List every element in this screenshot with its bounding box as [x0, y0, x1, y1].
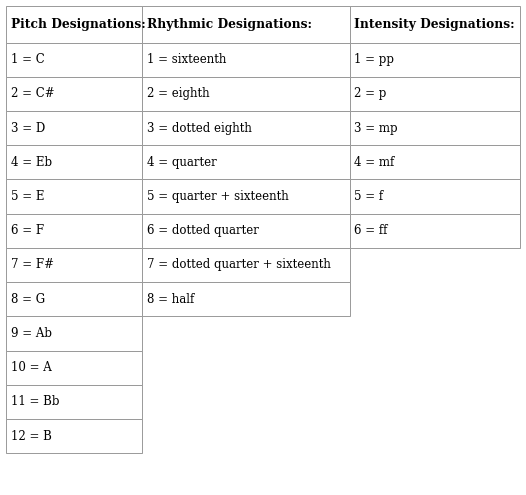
Bar [350, 43, 520, 77]
Bar [6, 180, 143, 214]
Bar [350, 145, 520, 180]
Text: 5 = quarter + sixteenth: 5 = quarter + sixteenth [147, 190, 288, 203]
Text: 2 = eighth: 2 = eighth [147, 88, 209, 100]
Text: 7 = dotted quarter + sixteenth: 7 = dotted quarter + sixteenth [147, 258, 330, 271]
Bar [6, 77, 143, 111]
Text: 5 = E: 5 = E [11, 190, 44, 203]
Bar [6, 282, 143, 316]
Text: 2 = C#: 2 = C# [11, 88, 54, 100]
Bar [143, 43, 350, 77]
Bar [143, 214, 350, 248]
Text: 6 = ff: 6 = ff [355, 224, 388, 237]
Bar [6, 6, 143, 43]
Text: 8 = G: 8 = G [11, 293, 45, 306]
Text: 1 = pp: 1 = pp [355, 53, 394, 66]
Bar [6, 145, 143, 180]
Bar [6, 111, 143, 145]
Text: 4 = mf: 4 = mf [355, 156, 394, 169]
Text: 6 = dotted quarter: 6 = dotted quarter [147, 224, 258, 237]
Text: 4 = quarter: 4 = quarter [147, 156, 216, 169]
Bar [143, 77, 350, 111]
Bar [6, 43, 143, 77]
Text: 8 = half: 8 = half [147, 293, 194, 306]
Text: 3 = mp: 3 = mp [355, 122, 398, 135]
Text: 3 = dotted eighth: 3 = dotted eighth [147, 122, 251, 135]
Text: Rhythmic Designations:: Rhythmic Designations: [147, 18, 311, 31]
Text: 1 = C: 1 = C [11, 53, 44, 66]
Bar [6, 248, 143, 282]
Text: Intensity Designations:: Intensity Designations: [355, 18, 515, 31]
Text: 7 = F#: 7 = F# [11, 258, 54, 271]
Text: 11 = Bb: 11 = Bb [11, 396, 59, 408]
Bar [350, 180, 520, 214]
Bar [6, 214, 143, 248]
Text: 3 = D: 3 = D [11, 122, 45, 135]
Bar [143, 145, 350, 180]
Text: 4 = Eb: 4 = Eb [11, 156, 52, 169]
Bar [350, 77, 520, 111]
Bar [143, 6, 350, 43]
Text: 6 = F: 6 = F [11, 224, 44, 237]
Bar [6, 316, 143, 350]
Text: 10 = A: 10 = A [11, 361, 51, 374]
Bar [6, 385, 143, 419]
Bar [143, 180, 350, 214]
Bar [143, 111, 350, 145]
Text: 2 = p: 2 = p [355, 88, 387, 100]
Bar [350, 111, 520, 145]
Text: 5 = f: 5 = f [355, 190, 383, 203]
Text: Pitch Designations:: Pitch Designations: [11, 18, 145, 31]
Text: 1 = sixteenth: 1 = sixteenth [147, 53, 226, 66]
Bar [350, 6, 520, 43]
Text: 9 = Ab: 9 = Ab [11, 327, 52, 340]
Bar [143, 282, 350, 316]
Bar [6, 350, 143, 385]
Bar [143, 248, 350, 282]
Text: 12 = B: 12 = B [11, 430, 52, 443]
Bar [6, 419, 143, 453]
Bar [350, 214, 520, 248]
